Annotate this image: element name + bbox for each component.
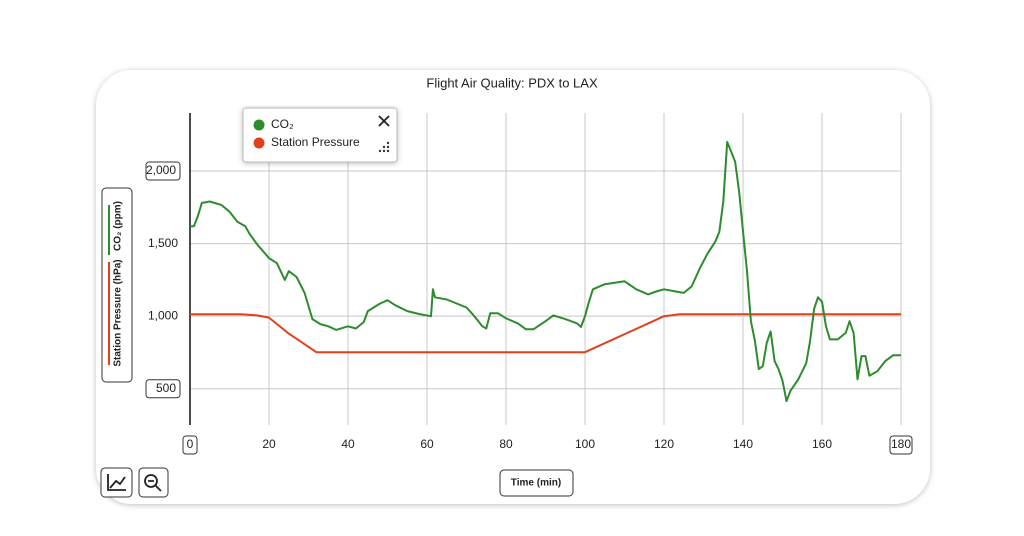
- x-tick-label: 0: [187, 437, 194, 451]
- y-tick-box[interactable]: [145, 379, 181, 399]
- chart-title: Flight Air Quality: PDX to LAX: [426, 75, 598, 90]
- x-tick-label: 100: [575, 437, 595, 451]
- y-tick-label: 500: [156, 381, 176, 395]
- y-tick-label: 1,500: [148, 236, 178, 250]
- data-line: [190, 313, 901, 354]
- y-tick-label: 1,000: [148, 308, 178, 322]
- x-tick-label: 160: [812, 437, 832, 451]
- y-label: CO₂ (ppm): [113, 201, 124, 251]
- x-label: Time (min): [511, 478, 561, 489]
- x-tick-label: 60: [420, 437, 434, 451]
- x-tick-label: 180: [891, 437, 911, 451]
- x-tick-box[interactable]: [889, 435, 913, 455]
- zoom-button[interactable]: [138, 467, 169, 498]
- card: [96, 70, 930, 504]
- x-tick-box[interactable]: [182, 435, 198, 455]
- data-line: [189, 141, 901, 403]
- close-icon[interactable]: [378, 115, 390, 127]
- plot: 500 1,000 1,500 2,000 0 20 40 60 80 100 120 140 160 1…: [145, 113, 913, 455]
- x-tick-label: 120: [654, 437, 674, 451]
- y-axis-label[interactable]: CO₂ (ppm) Station Pressure (hPa): [101, 187, 133, 383]
- y-tick-label: 2,000: [146, 163, 176, 177]
- drag-icon[interactable]: [378, 141, 390, 153]
- legend: CO₂ Station Pressure: [242, 107, 398, 163]
- x-tick-label: 40: [341, 437, 355, 451]
- legend-box: [242, 107, 398, 163]
- legend-label: CO₂: [271, 117, 294, 131]
- legend-label: Station Pressure: [271, 135, 360, 149]
- y-tick-box[interactable]: [145, 161, 181, 181]
- legend-swatch: [253, 137, 265, 149]
- x-tick-label: 80: [499, 437, 513, 451]
- legend-swatch: [253, 119, 265, 131]
- graph-tool-button[interactable]: [100, 467, 133, 498]
- x-tick-label: 140: [733, 437, 753, 451]
- x-label-box[interactable]: [499, 469, 574, 497]
- y-label: Station Pressure (hPa): [113, 259, 124, 366]
- x-tick-label: 20: [262, 437, 276, 451]
